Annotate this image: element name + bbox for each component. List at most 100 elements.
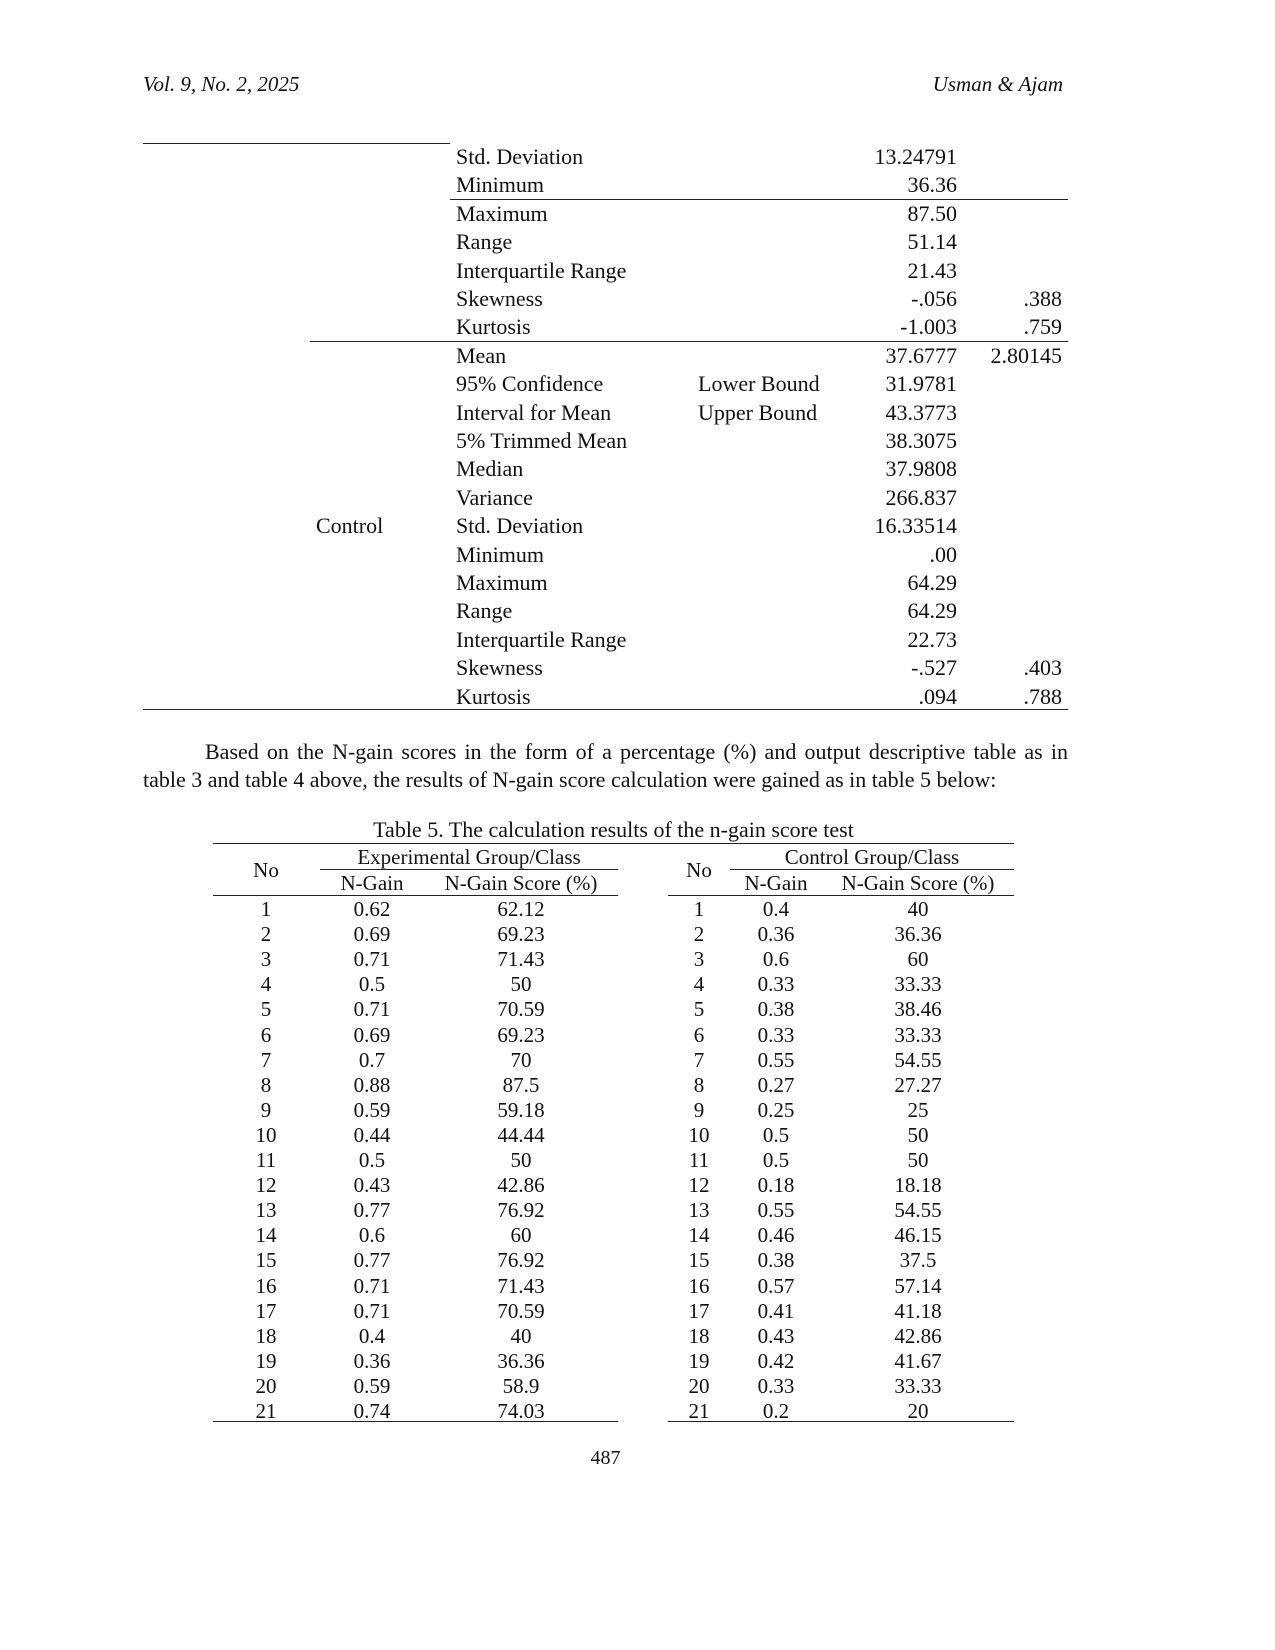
ngain-header: N-Gain [340, 871, 404, 895]
stat-label: Skewness [456, 286, 543, 311]
ngain-value: 0.41 [757, 1298, 795, 1323]
row-no: 5 [260, 997, 272, 1022]
row-no: 12 [255, 1173, 277, 1198]
row-no: 16 [255, 1273, 277, 1298]
stat-label: Kurtosis [456, 683, 531, 709]
rule [213, 843, 1014, 844]
ngain-score: 50 [907, 1148, 929, 1172]
ngain-value: 0.5 [358, 972, 386, 997]
ngain-value: 0.27 [757, 1072, 795, 1097]
table5-caption: Table 5. The calculation results of the … [373, 817, 854, 842]
ngain-score: 62.12 [497, 897, 545, 921]
row-no: 4 [260, 972, 272, 997]
ngain-value: 0.44 [353, 1122, 391, 1147]
rule [668, 895, 1014, 896]
row-no: 2 [693, 922, 705, 947]
ngain-value: 0.59 [353, 1373, 391, 1398]
ngain-value: 0.38 [757, 1248, 795, 1273]
ngain-value: 0.43 [757, 1323, 795, 1348]
ngain-value: 0.74 [353, 1399, 391, 1423]
rule [143, 143, 450, 144]
stat-value: 21.43 [907, 257, 958, 283]
row-no: 6 [260, 1022, 272, 1047]
ngain-score: 76.92 [497, 1248, 545, 1273]
ngain-score: 40 [510, 1323, 532, 1348]
page-number: 487 [590, 1447, 621, 1469]
ngain-value: 0.2 [762, 1399, 790, 1423]
ngain-value: 0.33 [757, 1022, 795, 1047]
row-no: 14 [255, 1223, 277, 1248]
ngain-score: 36.36 [497, 1348, 545, 1373]
rule [213, 1421, 618, 1422]
row-no: 19 [255, 1348, 277, 1373]
ngain-value: 0.71 [353, 1298, 391, 1323]
stat-value: .00 [929, 541, 958, 567]
ngain-value: 0.33 [757, 972, 795, 997]
row-no: 20 [688, 1373, 710, 1398]
stat-sublabel: Upper Bound [698, 399, 818, 425]
stat-value: 31.9781 [885, 371, 958, 397]
std-error: 2.80145 [990, 342, 1063, 368]
stat-value: 64.29 [907, 598, 958, 624]
stat-value: 22.73 [907, 626, 958, 652]
ngain-score: 50 [510, 972, 532, 997]
ngain-score: 40 [907, 897, 929, 921]
stat-value: 13.24791 [874, 144, 958, 169]
std-error: .403 [1023, 655, 1063, 681]
row-no: 9 [693, 1097, 705, 1122]
stat-label: Interquartile Range [456, 626, 627, 652]
ngain-value: 0.36 [757, 922, 795, 947]
stat-value: -.056 [911, 286, 957, 311]
ngain-score: 33.33 [894, 972, 942, 997]
ngain-score: 27.27 [894, 1072, 942, 1097]
ngain-score: 44.44 [497, 1122, 545, 1147]
std-error: .759 [1023, 314, 1063, 340]
no-header: No [253, 858, 279, 882]
ngain-value: 0.46 [757, 1223, 795, 1248]
ngain-value: 0.42 [757, 1348, 795, 1373]
ngain-value: 0.5 [762, 1122, 790, 1147]
stat-value: 38.3075 [885, 428, 958, 453]
ngain-score: 60 [907, 947, 929, 972]
ngain-score: 38.46 [894, 997, 942, 1022]
ngain-value: 0.71 [353, 947, 391, 972]
stat-label: Mean [456, 342, 507, 368]
ngain-value: 0.38 [757, 997, 795, 1022]
ngain-score: 50 [907, 1122, 929, 1147]
ngain-header: N-Gain [744, 871, 808, 895]
stat-value: 266.837 [885, 484, 958, 510]
ngain-score: 36.36 [894, 922, 942, 947]
rule [320, 869, 618, 870]
ngain-score: 18.18 [894, 1173, 942, 1198]
stat-label: Minimum [456, 172, 545, 198]
row-no: 12 [688, 1173, 710, 1198]
ngain-score: 42.86 [894, 1323, 942, 1348]
row-no: 5 [693, 997, 705, 1022]
ngain-value: 0.71 [353, 997, 391, 1022]
ngain-score: 33.33 [894, 1373, 942, 1398]
ngain-value: 0.77 [353, 1198, 391, 1223]
stat-value: -.527 [911, 655, 957, 681]
row-no: 8 [260, 1072, 272, 1097]
stat-value: 37.6777 [885, 342, 958, 368]
stat-label: Interval for Mean [456, 399, 612, 425]
ngain-value: 0.55 [757, 1047, 795, 1072]
ngain-score: 57.14 [894, 1273, 942, 1298]
stat-value: 64.29 [907, 570, 958, 595]
row-no: 17 [688, 1298, 710, 1323]
ngain-score: 70.59 [497, 1298, 545, 1323]
stat-label: Skewness [456, 655, 543, 681]
row-no: 7 [260, 1047, 272, 1072]
row-no: 21 [255, 1399, 277, 1423]
row-no: 1 [260, 897, 272, 921]
ngain-value: 0.77 [353, 1248, 391, 1273]
row-no: 6 [693, 1022, 705, 1047]
score-header: N-Gain Score (%) [444, 871, 598, 895]
ngain-value: 0.88 [353, 1072, 391, 1097]
rule [213, 895, 618, 896]
row-no: 2 [260, 922, 272, 947]
std-error: .388 [1023, 286, 1063, 311]
ngain-value: 0.69 [353, 922, 391, 947]
ngain-value: 0.25 [757, 1097, 795, 1122]
